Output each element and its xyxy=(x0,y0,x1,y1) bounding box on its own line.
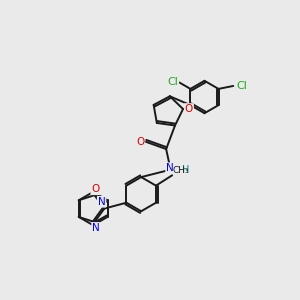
Text: N: N xyxy=(92,223,100,233)
Text: Cl: Cl xyxy=(167,76,178,86)
Text: CH₃: CH₃ xyxy=(173,166,189,175)
Text: N: N xyxy=(98,197,106,207)
Text: N: N xyxy=(166,163,174,173)
Text: O: O xyxy=(185,104,193,114)
Text: O: O xyxy=(91,184,100,194)
Text: ·H: ·H xyxy=(178,165,189,175)
Text: O: O xyxy=(136,137,144,147)
Text: Cl: Cl xyxy=(236,81,247,91)
